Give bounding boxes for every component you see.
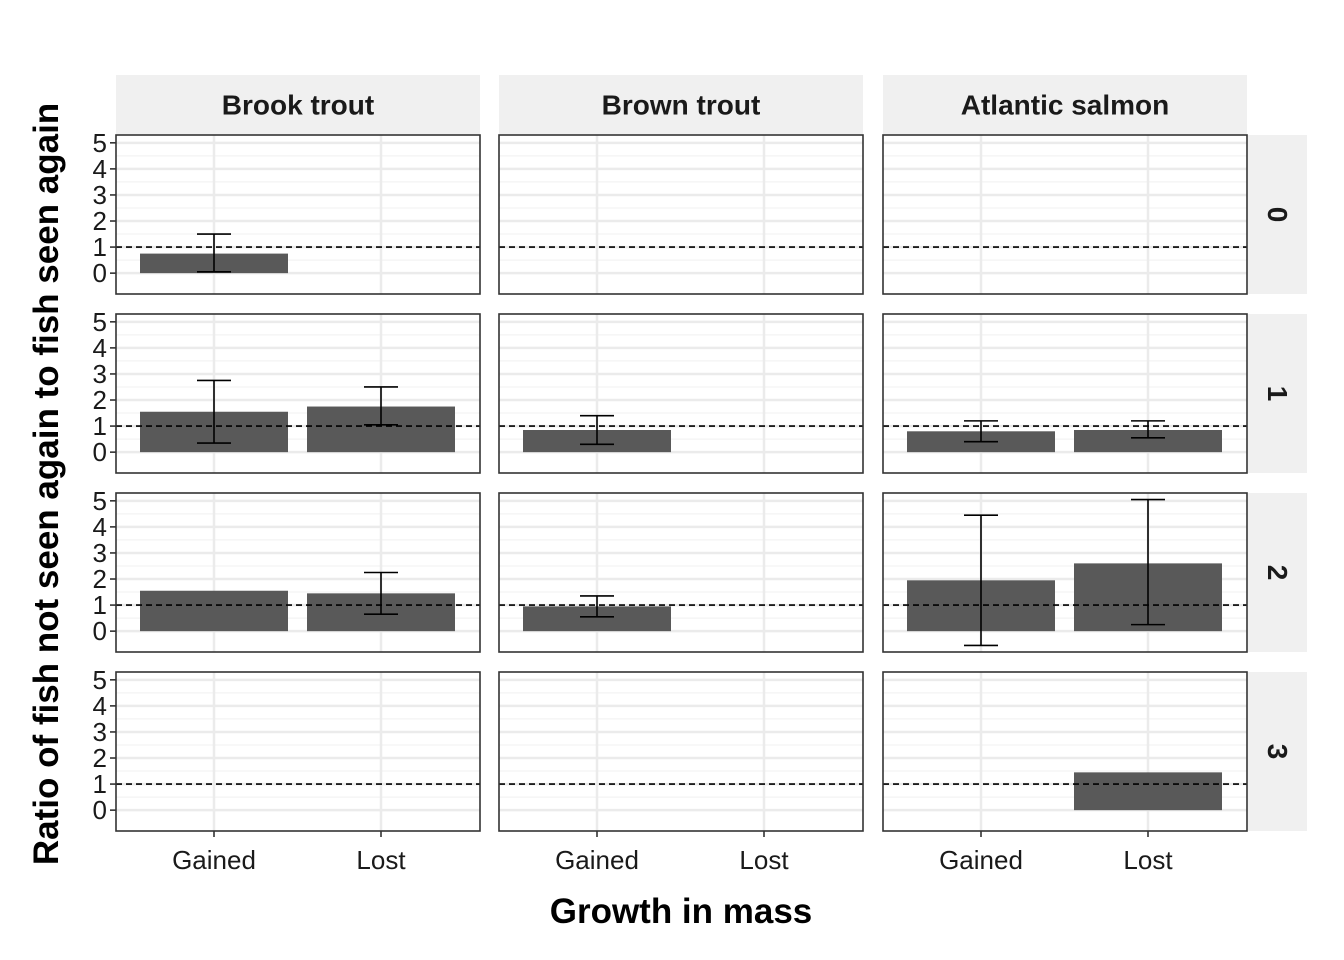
y-tick-label: 0 — [93, 258, 107, 288]
panel-border — [115, 313, 481, 474]
x-tick-label: Gained — [555, 845, 639, 875]
y-tick-label: 0 — [93, 795, 107, 825]
panel-border — [498, 492, 864, 653]
row-strip — [1248, 135, 1307, 294]
panel-border — [882, 492, 1248, 653]
panel-border — [498, 134, 864, 295]
y-tick-label: 3 — [93, 359, 107, 389]
x-tick-label: Lost — [739, 845, 789, 875]
y-tick-label: 4 — [93, 512, 107, 542]
y-tick-label: 3 — [93, 717, 107, 747]
panel — [498, 134, 864, 295]
panel-border — [882, 313, 1248, 474]
panel-border — [498, 671, 864, 832]
y-tick-label: 5 — [93, 307, 107, 337]
y-tick-label: 0 — [93, 437, 107, 467]
y-tick-label: 2 — [93, 385, 107, 415]
row-strip-label: 0 — [1262, 207, 1293, 223]
row-strip-label: 3 — [1262, 744, 1293, 760]
panel-border — [115, 134, 481, 295]
panel — [498, 492, 864, 653]
x-tick-label: Gained — [172, 845, 256, 875]
panel-border — [498, 313, 864, 474]
y-tick-label: 5 — [93, 665, 107, 695]
column-strip-label: Brook trout — [222, 90, 374, 121]
row-strip — [1248, 672, 1307, 831]
panel-border — [115, 492, 481, 653]
y-tick-label: 3 — [93, 538, 107, 568]
x-tick-label: Lost — [1123, 845, 1173, 875]
panel: Gained Lost — [498, 671, 864, 875]
bar-gained — [140, 590, 288, 632]
y-tick-label: 4 — [93, 691, 107, 721]
y-tick-label: 1 — [93, 769, 107, 799]
x-tick-label: Lost — [356, 845, 406, 875]
row-strip — [1248, 493, 1307, 652]
y-tick-label: 2 — [93, 206, 107, 236]
row-strip-label: 2 — [1262, 565, 1293, 581]
column-strip — [499, 75, 863, 134]
panel-border — [882, 671, 1248, 832]
y-tick-label: 4 — [93, 154, 107, 184]
panel-border — [882, 134, 1248, 295]
panel — [498, 313, 864, 474]
panel — [882, 313, 1248, 474]
panel-border — [115, 671, 481, 832]
y-tick-label: 5 — [93, 128, 107, 158]
y-tick-label: 1 — [93, 232, 107, 262]
panels-layer: Brook trout Brown trout Atlantic salmon012… — [93, 75, 1307, 875]
y-tick-label: 1 — [93, 411, 107, 441]
y-tick-label: 2 — [93, 564, 107, 594]
column-strip — [883, 75, 1247, 134]
panel-background — [883, 135, 1247, 294]
column-strip-label: Atlantic salmon — [961, 90, 1169, 121]
y-tick-label: 1 — [93, 590, 107, 620]
panel-background — [499, 135, 863, 294]
column-strip — [116, 75, 480, 134]
bar-lost — [1074, 429, 1222, 453]
y-tick-label: 3 — [93, 180, 107, 210]
column-strip-label: Brown trout — [602, 90, 761, 121]
y-axis-title: Ratio of fish not seen again to fish see… — [27, 103, 66, 865]
y-tick-label: 4 — [93, 333, 107, 363]
panel — [882, 134, 1248, 295]
y-tick-label: 5 — [93, 486, 107, 516]
panel — [882, 492, 1248, 653]
panel-background — [499, 672, 863, 831]
y-tick-label: 0 — [93, 616, 107, 646]
x-axis-title: Growth in mass — [550, 892, 813, 931]
row-strip — [1248, 314, 1307, 473]
panel-background — [116, 672, 480, 831]
y-tick-label: 2 — [93, 743, 107, 773]
panel: Gained Lost — [882, 671, 1248, 875]
x-tick-label: Gained — [939, 845, 1023, 875]
row-strip-label: 1 — [1262, 386, 1293, 402]
bar-lost — [1074, 772, 1222, 811]
